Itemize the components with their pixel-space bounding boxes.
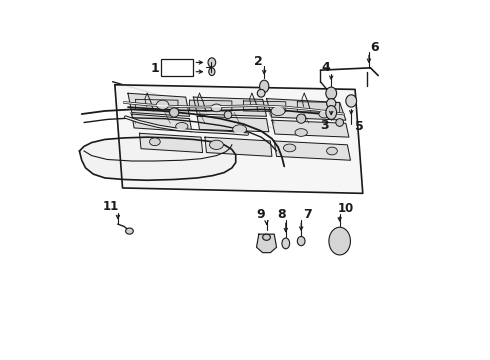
Polygon shape xyxy=(194,97,267,116)
Polygon shape xyxy=(274,141,350,160)
Ellipse shape xyxy=(233,125,246,134)
Ellipse shape xyxy=(295,129,307,136)
Polygon shape xyxy=(132,114,192,132)
Polygon shape xyxy=(205,137,272,156)
Ellipse shape xyxy=(326,105,337,120)
Polygon shape xyxy=(128,93,190,116)
Text: 4: 4 xyxy=(321,61,330,74)
Polygon shape xyxy=(297,102,340,112)
Ellipse shape xyxy=(209,68,215,76)
Polygon shape xyxy=(244,101,286,112)
Ellipse shape xyxy=(176,122,188,130)
Polygon shape xyxy=(79,137,236,180)
Text: 10: 10 xyxy=(338,202,354,215)
Bar xyxy=(161,59,194,76)
Ellipse shape xyxy=(319,110,330,118)
Polygon shape xyxy=(272,120,349,137)
Ellipse shape xyxy=(326,99,336,108)
Text: 5: 5 xyxy=(355,120,363,133)
Ellipse shape xyxy=(282,238,290,249)
Ellipse shape xyxy=(271,106,285,116)
Polygon shape xyxy=(140,133,203,153)
Ellipse shape xyxy=(170,108,179,117)
Polygon shape xyxy=(136,99,178,110)
Text: 6: 6 xyxy=(370,41,379,54)
Ellipse shape xyxy=(208,58,216,67)
Text: 3: 3 xyxy=(320,119,329,132)
Text: 9: 9 xyxy=(256,208,265,221)
Text: 1: 1 xyxy=(150,62,159,75)
Ellipse shape xyxy=(329,227,350,255)
Ellipse shape xyxy=(297,237,305,246)
Ellipse shape xyxy=(336,119,343,126)
Ellipse shape xyxy=(210,140,223,149)
Ellipse shape xyxy=(156,100,169,109)
Text: 2: 2 xyxy=(254,55,263,68)
Ellipse shape xyxy=(296,114,306,123)
Ellipse shape xyxy=(224,111,232,119)
Polygon shape xyxy=(190,100,232,111)
Ellipse shape xyxy=(283,144,296,152)
Text: 7: 7 xyxy=(303,208,312,221)
Ellipse shape xyxy=(326,87,337,99)
Ellipse shape xyxy=(125,228,133,234)
Ellipse shape xyxy=(346,95,357,107)
Ellipse shape xyxy=(263,234,270,240)
Ellipse shape xyxy=(260,80,269,93)
Polygon shape xyxy=(115,85,363,193)
Text: 11: 11 xyxy=(103,200,119,213)
Ellipse shape xyxy=(211,104,222,112)
Ellipse shape xyxy=(149,138,160,145)
Polygon shape xyxy=(197,116,269,132)
Polygon shape xyxy=(267,99,346,120)
Text: 8: 8 xyxy=(278,208,286,221)
Ellipse shape xyxy=(257,89,265,97)
Ellipse shape xyxy=(327,147,337,155)
Polygon shape xyxy=(257,234,276,253)
